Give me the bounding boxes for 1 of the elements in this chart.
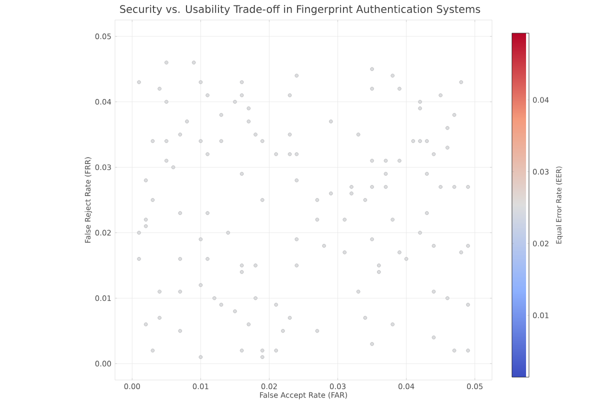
chart-title: Security vs. Usability Trade-off in Fingerprint Authentication Systems xyxy=(120,4,480,16)
